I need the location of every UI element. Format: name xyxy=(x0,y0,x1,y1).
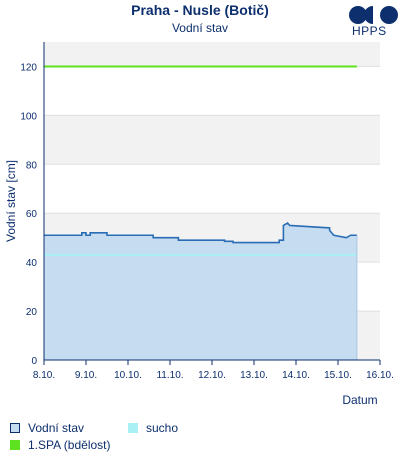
x-tick-label: 8.10. xyxy=(33,370,55,381)
chart-title: Praha - Nusle (Botič) xyxy=(131,2,269,18)
legend-swatch-water-level xyxy=(10,423,20,433)
y-tick-label: 0 xyxy=(31,356,37,367)
legend-label-drought: sucho xyxy=(146,421,179,435)
legend-swatch-drought xyxy=(128,423,138,433)
x-tick-label: 15.10. xyxy=(324,370,352,381)
x-tick-label: 14.10. xyxy=(282,370,310,381)
y-axis-title: Vodní stav [cm] xyxy=(4,160,18,242)
y-tick-label: 120 xyxy=(20,62,37,73)
water-level-line xyxy=(44,221,357,244)
grid-band xyxy=(44,115,380,165)
x-tick-label: 11.10. xyxy=(156,370,183,381)
x-tick-label: 12.10. xyxy=(198,370,226,381)
y-tick-label: 20 xyxy=(26,307,38,318)
x-tick-label: 13.10. xyxy=(240,370,268,381)
y-tick-label: 100 xyxy=(20,111,37,122)
y-tick-label: 60 xyxy=(26,209,38,220)
y-tick-label: 40 xyxy=(26,258,38,269)
x-tick-label: 16.10. xyxy=(366,370,394,381)
x-axis-title: Datum xyxy=(342,393,377,407)
logo-text: HPPS xyxy=(352,24,387,38)
legend-swatch-spa1 xyxy=(10,440,20,450)
x-tick-label: 9.10. xyxy=(75,370,97,381)
water-level-area xyxy=(44,223,357,360)
hpps-logo xyxy=(349,6,398,24)
x-tick-label: 10.10. xyxy=(114,370,142,381)
chart-subtitle: Vodní stav xyxy=(171,21,229,35)
grid-band xyxy=(44,42,380,67)
legend-label-water-level: Vodní stav xyxy=(28,421,85,435)
y-tick-label: 80 xyxy=(26,160,38,171)
legend-label-spa1: 1.SPA (bdělost) xyxy=(28,438,111,452)
